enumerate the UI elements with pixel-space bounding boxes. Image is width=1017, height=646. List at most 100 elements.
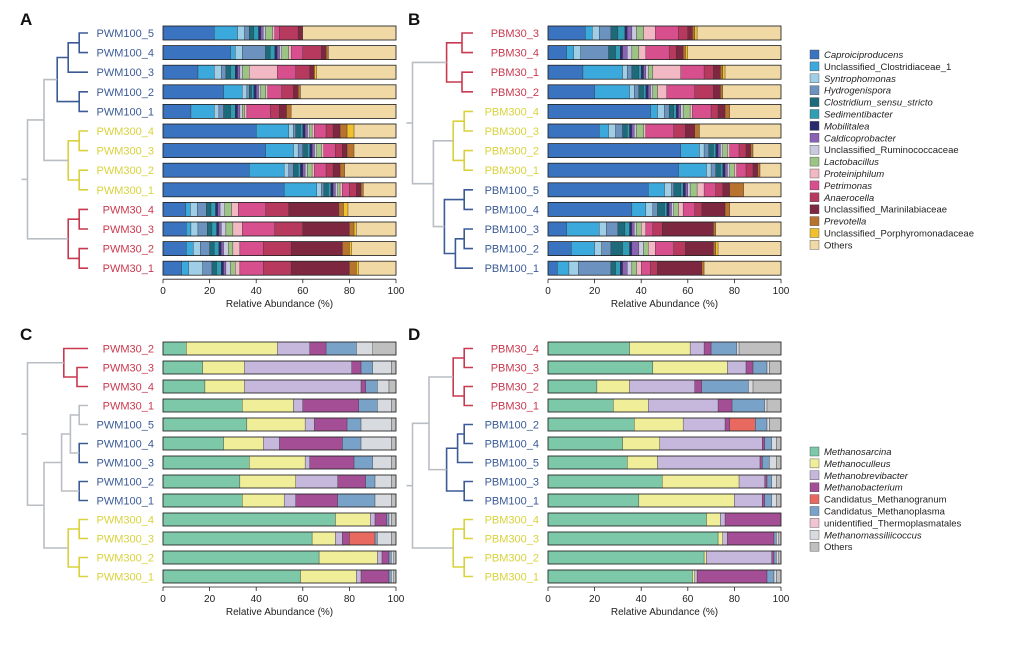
bar-segment [297,25,303,41]
bar-segment [323,182,329,197]
bar-segment [162,398,243,413]
bar-segment [720,512,726,527]
dendrogram-branch [78,32,88,54]
bar-segment [162,474,241,489]
bar-segment [374,531,378,546]
legend-label: Methanomassiliicoccus [824,530,922,541]
bar-segment [307,143,310,158]
bar-row [162,182,397,198]
legend-swatch [809,228,820,238]
bar-segment [694,202,702,217]
bar-segment [631,261,637,276]
bar-segment [391,398,397,413]
bar-row [547,123,782,139]
bar-outline [547,474,782,489]
bar-segment [386,512,390,527]
bar-outline [547,143,782,159]
bar-segment [696,569,768,584]
bar-row [547,25,782,41]
bar-segment [290,104,397,119]
bar-segment [244,104,248,119]
bar-segment [360,379,366,394]
bar-segment [346,417,362,432]
bar-outline [162,25,397,41]
bar-segment [279,104,287,119]
bar-outline [162,341,397,356]
bar-outline [162,398,397,413]
bar-segment [752,163,758,178]
bar-segment [729,104,782,119]
legend-swatch [809,144,820,155]
legend-swatch [809,121,820,131]
bar-segment [699,143,705,158]
bar-segment [641,221,647,237]
bar-outline [162,182,397,198]
bar-row [547,143,782,159]
dendrogram-branch [432,140,454,228]
bar-segment [629,379,695,394]
legend-swatch [809,97,820,107]
bar-segment [360,417,392,432]
bar-outline [162,531,397,546]
dendrogram-branch [452,528,465,568]
bar-segment [162,455,250,470]
sample-label: PBM100_5 [485,458,539,470]
bar-segment [186,221,192,237]
bar-segment [242,398,294,413]
bar-segment [365,474,376,489]
bar-segment [727,360,747,375]
bar-segment [724,163,728,178]
bar-segment [706,512,721,527]
bar-segment [239,474,296,489]
bar-segment [696,25,782,41]
legend-swatch [809,494,820,504]
bar-segment [235,65,238,80]
bar-segment [622,65,628,80]
legend-label: Candidatus_Methanoplasma [824,507,946,518]
bar-segment [330,182,334,197]
legend-label: Syntrophomonas [824,74,896,85]
bar-segment [650,104,658,119]
bar-outline [547,64,782,80]
bar-segment [594,84,630,99]
bar-segment [283,182,317,197]
bar-outline [162,143,397,159]
bar-segment [391,493,397,508]
legend-label: Others [824,240,853,251]
bar-segment [193,241,201,256]
bar-row [162,474,397,489]
bar-segment [736,341,740,356]
bar-segment [260,84,266,99]
bar-segment [265,45,271,60]
legend-label: Sedimentibacter [824,110,893,121]
bar-segment [235,45,243,60]
bar-segment [771,493,777,508]
bar-segment [755,417,768,432]
bar-segment [239,241,264,256]
bar-segment [738,341,782,356]
bar-segment [200,241,210,256]
bar-segment [283,163,289,178]
bar-segment [232,221,243,237]
bar-segment [766,569,775,584]
bar-segment [547,163,679,178]
bar-segment [724,202,730,217]
bar-segment [547,417,635,432]
bar-segment [661,221,714,237]
bar-row [162,531,397,546]
x-tick-label: 0 [160,594,166,605]
bar-segment [566,221,600,237]
bar-segment [190,202,198,217]
bar-segment [708,143,714,158]
sample-label: PBM30_1 [491,67,539,79]
sample-label: PWM30_3 [103,224,154,236]
dendrogram-branch [461,71,473,93]
bar-segment [215,202,218,217]
sample-label: PBM100_3 [485,477,539,489]
bar-segment [762,455,770,470]
sample-label: PWM300_1 [97,185,154,197]
bar-segment [314,143,317,158]
bar-segment [314,65,317,80]
bar-segment [773,531,777,546]
bar-segment [715,182,723,197]
